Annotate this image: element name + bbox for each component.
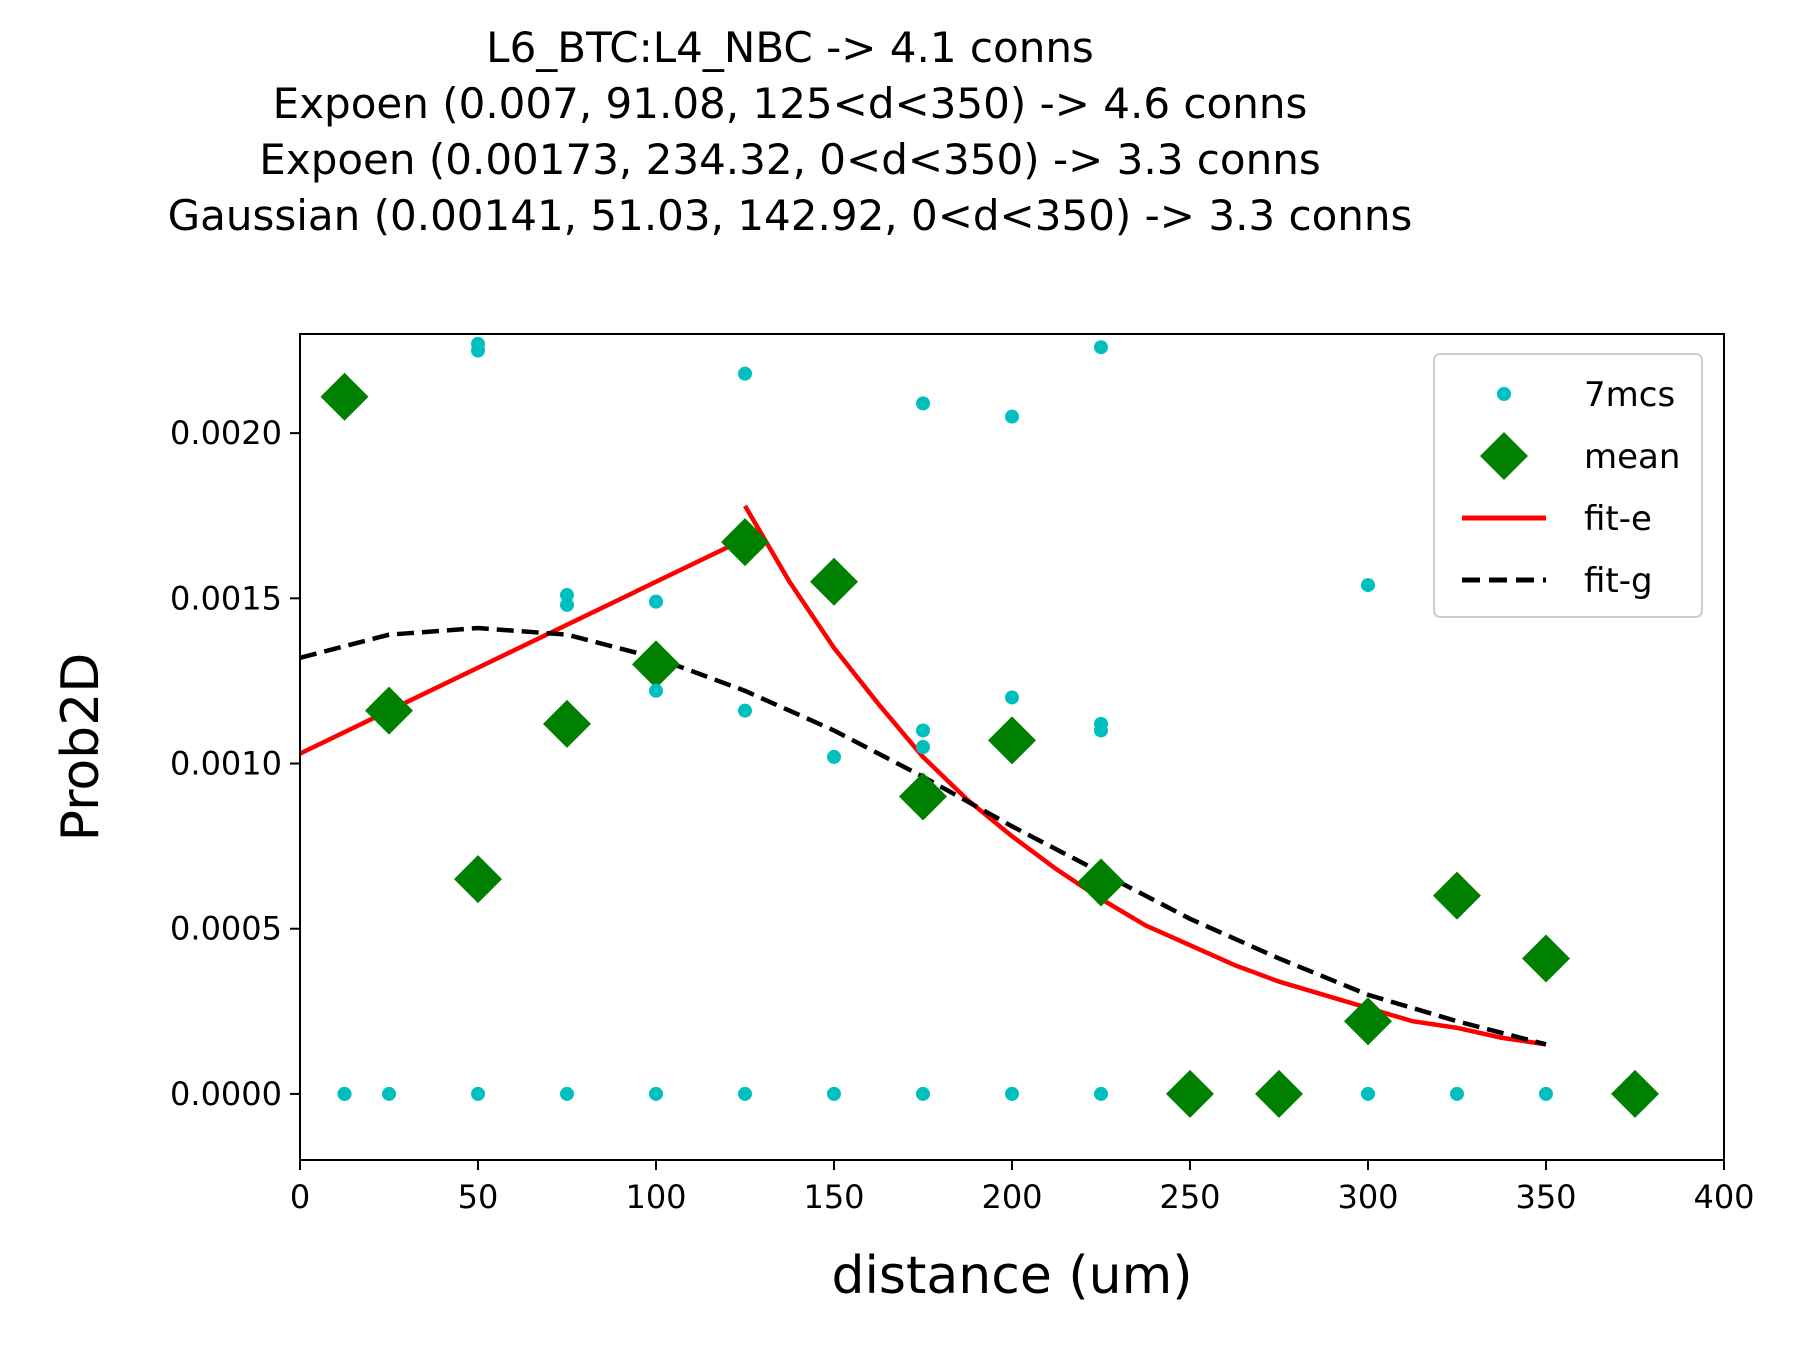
plot-area	[299, 336, 1659, 1118]
legend-label: mean	[1584, 437, 1680, 477]
series-fit-e	[299, 536, 746, 756]
mean-point	[365, 686, 413, 735]
y-tick-label: 0.0010	[170, 745, 282, 783]
sample-point	[1005, 409, 1019, 424]
mean-point	[543, 699, 591, 748]
legend-box	[1433, 353, 1703, 618]
y-tick-label: 0.0020	[170, 414, 282, 452]
series-7mcs	[337, 336, 1553, 1101]
sample-point	[827, 749, 841, 764]
sample-point	[649, 1086, 663, 1101]
sample-point	[1094, 723, 1108, 738]
mean-point	[988, 716, 1036, 765]
sample-point	[560, 597, 574, 612]
x-tick-label: 200	[981, 1178, 1042, 1216]
sample-point	[560, 1086, 574, 1101]
sample-point	[1094, 1086, 1108, 1101]
mean-point	[1433, 871, 1481, 920]
mean-point	[1166, 1069, 1214, 1118]
title-line-3: Expoen (0.00173, 234.32, 0<d<350) -> 3.3…	[259, 135, 1320, 184]
series-mean	[320, 372, 1659, 1118]
sample-point	[916, 1086, 930, 1101]
x-tick-label: 0	[290, 1178, 310, 1216]
series-line-fit-g	[299, 625, 1547, 1047]
mean-point	[632, 640, 680, 689]
sample-point	[382, 1086, 396, 1101]
title-line-4: Gaussian (0.00141, 51.03, 142.92, 0<d<35…	[168, 191, 1413, 240]
sample-point	[649, 594, 663, 609]
sample-point	[471, 1086, 485, 1101]
title-line-2: Expoen (0.007, 91.08, 125<d<350) -> 4.6 …	[273, 79, 1308, 128]
legend: 7mcs mean fit-e fit-g	[1433, 353, 1703, 618]
x-tick-label: 350	[1515, 1178, 1576, 1216]
sample-point	[1539, 1086, 1553, 1101]
sample-point	[916, 740, 930, 754]
sample-point	[649, 683, 663, 698]
legend-label: fit-e	[1584, 499, 1652, 539]
sample-point	[1450, 1086, 1464, 1101]
sample-point	[1005, 1086, 1019, 1101]
legend-marker	[1497, 387, 1511, 401]
legend-item-fit-g: fit-g	[1462, 561, 1653, 601]
x-tick-label: 400	[1693, 1178, 1754, 1216]
mean-point	[810, 557, 858, 606]
legend-item-mean: mean	[1480, 432, 1680, 480]
sample-point	[337, 1086, 352, 1101]
legend-item-fit-e: fit-e	[1462, 499, 1652, 539]
x-tick-label: 250	[1159, 1178, 1220, 1216]
sample-point	[738, 1086, 752, 1101]
sample-point	[560, 588, 574, 603]
sample-point	[916, 723, 930, 738]
x-tick-label: 100	[625, 1178, 686, 1216]
sample-point	[916, 396, 930, 411]
y-tick-label: 0.0015	[170, 579, 282, 617]
x-axis-label: distance (um)	[831, 1246, 1192, 1306]
mean-point	[721, 518, 769, 567]
mean-point	[1611, 1069, 1659, 1118]
x-tick-label: 300	[1337, 1178, 1398, 1216]
series-line-fit-e-decay	[743, 504, 1547, 1047]
mean-point	[454, 855, 502, 904]
legend-marker	[1480, 432, 1528, 480]
y-axis: 0.0000 0.0005 0.0010 0.0015 0.0020	[170, 414, 300, 1113]
sample-point	[1361, 1086, 1375, 1101]
y-tick-label: 0.0000	[170, 1075, 282, 1113]
x-tick-label: 150	[803, 1178, 864, 1216]
legend-label: 7mcs	[1584, 375, 1675, 415]
series-fit-g	[299, 625, 1547, 1047]
sample-point	[1361, 578, 1375, 593]
legend-item-7mcs: 7mcs	[1497, 375, 1675, 415]
sample-point	[738, 703, 752, 718]
mean-point	[1344, 997, 1392, 1046]
mean-point	[1255, 1069, 1303, 1118]
legend-label: fit-g	[1584, 561, 1653, 601]
series-fit-e-decay	[743, 504, 1547, 1047]
sample-point	[1005, 690, 1019, 705]
x-axis: 0 50 100 150 200 250 300 350 400	[290, 1160, 1755, 1216]
sample-point	[827, 1086, 841, 1101]
sample-point	[1094, 340, 1108, 355]
mean-point	[1522, 934, 1570, 983]
sample-point	[738, 366, 752, 381]
mean-point	[1077, 858, 1125, 907]
y-tick-label: 0.0005	[170, 910, 282, 948]
series-line-fit-e	[299, 536, 746, 756]
title-line-1: L6_BTC:L4_NBC -> 4.1 conns	[486, 23, 1094, 72]
chart-title: L6_BTC:L4_NBC -> 4.1 conns Expoen (0.007…	[168, 23, 1413, 240]
mean-point	[899, 772, 947, 821]
x-tick-label: 50	[458, 1178, 499, 1216]
mean-point	[320, 372, 369, 421]
sample-point	[471, 343, 485, 358]
y-axis-label: Prob2D	[51, 653, 111, 842]
